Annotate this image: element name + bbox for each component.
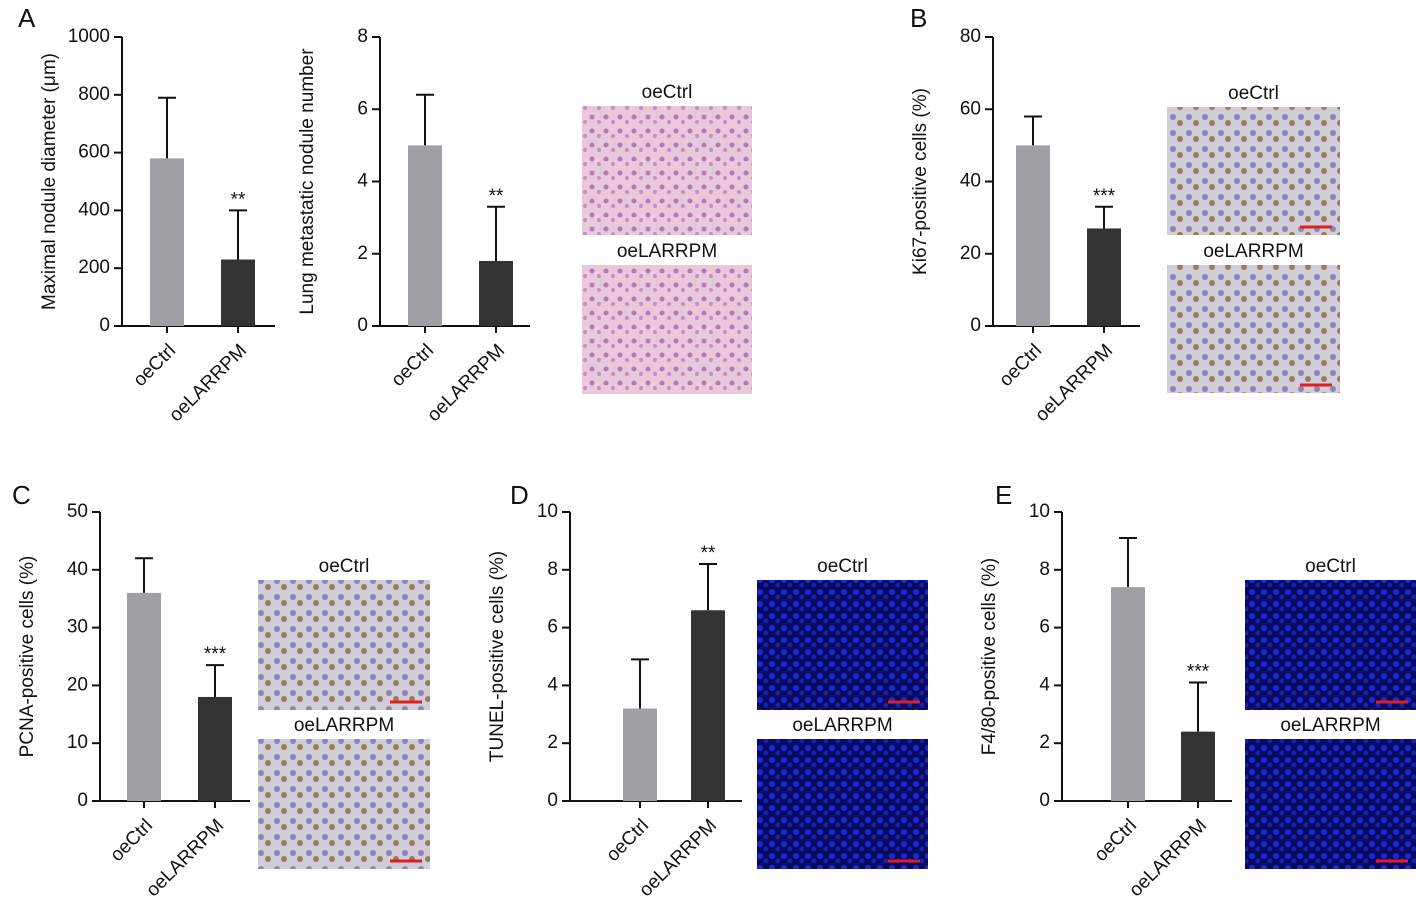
x-tick-label: oeCtrl	[602, 815, 653, 866]
x-tick-label: oeLARRPM	[423, 340, 509, 426]
y-axis-label: TUNEL-positive cells (%)	[487, 551, 508, 762]
x-tick-label: oeCtrl	[129, 340, 180, 391]
x-tick-label: oeLARRPM	[142, 815, 228, 901]
x-tick-label: oeCtrl	[106, 815, 157, 866]
y-tick-label: 0	[547, 790, 558, 811]
y-tick-label: 0	[970, 315, 981, 336]
image-label: oeCtrl	[1305, 556, 1356, 577]
significance-label: **	[231, 189, 246, 210]
bar	[479, 260, 513, 326]
x-tick-label: oeLARRPM	[1031, 340, 1117, 426]
y-tick-label: 6	[547, 617, 558, 638]
micrograph	[1167, 265, 1340, 393]
x-tick-label: oeLARRPM	[165, 340, 251, 426]
image-label: oeLARRPM	[792, 715, 892, 736]
y-tick-label: 8	[357, 26, 368, 47]
y-tick-label: 50	[67, 501, 88, 522]
y-tick-label: 4	[547, 674, 558, 695]
y-tick-label: 10	[1029, 501, 1050, 522]
y-tick-label: 40	[67, 559, 88, 580]
bar	[408, 145, 442, 326]
y-tick-label: 4	[1039, 674, 1050, 695]
y-tick-label: 6	[1039, 617, 1050, 638]
panel-letter: A	[18, 3, 36, 33]
micrograph	[582, 106, 752, 235]
micrograph	[757, 580, 928, 710]
image-label: oeCtrl	[1228, 83, 1279, 104]
y-tick-label: 400	[78, 199, 110, 220]
y-tick-label: 0	[357, 315, 368, 336]
y-tick-label: 1000	[68, 26, 110, 47]
significance-label: ***	[204, 644, 227, 665]
y-tick-label: 10	[67, 732, 88, 753]
y-tick-label: 80	[960, 26, 981, 47]
image-label: oeLARRPM	[617, 241, 717, 262]
y-axis-label: Maximal nodule diameter (μm)	[39, 53, 60, 310]
x-tick-label: oeCtrl	[387, 340, 438, 391]
y-axis-label: Lung metastatic nodule number	[297, 48, 318, 315]
significance-label: ***	[1093, 186, 1116, 207]
y-tick-label: 4	[357, 171, 368, 192]
bar	[1087, 228, 1121, 326]
y-axis-label: F4/80-positive cells (%)	[979, 558, 1000, 755]
image-label: oeCtrl	[642, 82, 693, 103]
micrograph	[757, 739, 928, 869]
micrograph	[258, 580, 430, 710]
significance-label: **	[489, 186, 504, 207]
y-tick-label: 2	[1039, 732, 1050, 753]
micrograph	[1245, 580, 1416, 710]
y-tick-label: 20	[67, 674, 88, 695]
bar	[198, 696, 232, 801]
panel-letter: D	[510, 480, 529, 510]
y-tick-label: 8	[1039, 559, 1050, 580]
y-tick-label: 6	[357, 98, 368, 119]
panel-letter: E	[995, 480, 1012, 510]
significance-label: ***	[1187, 662, 1210, 683]
y-tick-label: 0	[1039, 790, 1050, 811]
bar	[1181, 731, 1215, 801]
image-label: oeCtrl	[319, 556, 370, 577]
significance-label: **	[701, 543, 716, 564]
bar	[150, 158, 184, 326]
micrograph	[582, 265, 752, 394]
y-tick-label: 20	[960, 243, 981, 264]
y-tick-label: 600	[78, 142, 110, 163]
micrograph	[1167, 107, 1340, 235]
image-label: oeLARRPM	[294, 715, 394, 736]
image-label: oeLARRPM	[1203, 241, 1303, 262]
y-tick-label: 40	[960, 171, 981, 192]
image-label: oeLARRPM	[1280, 715, 1380, 736]
x-tick-label: oeCtrl	[995, 340, 1046, 391]
y-tick-label: 2	[357, 243, 368, 264]
y-tick-label: 30	[67, 617, 88, 638]
y-tick-label: 800	[78, 84, 110, 105]
y-tick-label: 10	[537, 501, 558, 522]
bar	[1016, 145, 1050, 326]
bar	[221, 259, 255, 326]
panel-letter: B	[910, 3, 927, 33]
y-tick-label: 8	[547, 559, 558, 580]
bar	[1111, 587, 1145, 801]
micrograph	[1245, 739, 1416, 869]
y-tick-label: 0	[77, 790, 88, 811]
micrograph	[258, 739, 430, 869]
y-axis-label: Ki67-positive cells (%)	[910, 88, 931, 275]
y-tick-label: 0	[99, 315, 110, 336]
y-axis-label: PCNA-positive cells (%)	[17, 556, 38, 758]
bar	[623, 708, 657, 801]
image-label: oeCtrl	[817, 556, 868, 577]
y-tick-label: 200	[78, 257, 110, 278]
bar	[691, 610, 725, 801]
y-tick-label: 60	[960, 98, 981, 119]
x-tick-label: oeCtrl	[1090, 815, 1141, 866]
y-tick-label: 2	[547, 732, 558, 753]
bar	[127, 592, 161, 801]
panel-letter: C	[12, 480, 31, 510]
